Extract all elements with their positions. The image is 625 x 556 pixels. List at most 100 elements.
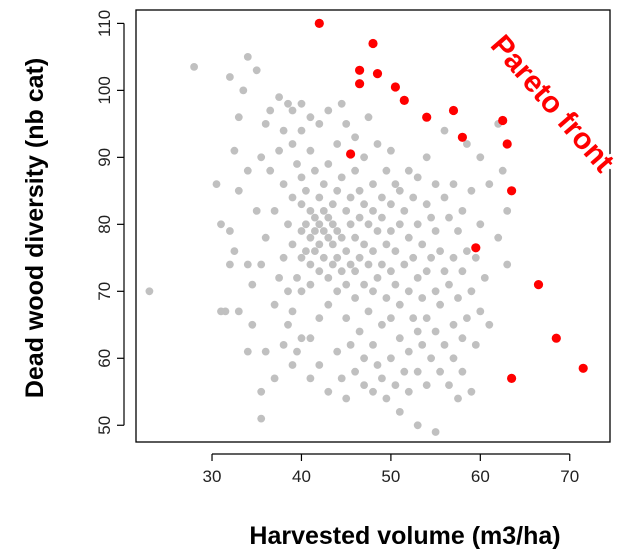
y-tick-label: 50 [95,416,114,435]
dominated-point [427,253,435,262]
dominated-point [400,260,409,269]
dominated-point [212,180,221,189]
dominated-point [284,320,292,329]
dominated-point [324,160,333,168]
dominated-point [467,287,476,296]
pareto-point [457,132,467,142]
pareto-point [533,280,544,290]
dominated-point [288,240,297,249]
dominated-point [333,253,342,262]
pareto-point [507,373,517,383]
dominated-point [395,300,404,309]
dominated-point [387,314,395,322]
dominated-point [413,327,422,336]
dominated-point [346,220,355,229]
dominated-point [409,253,418,262]
dominated-point [284,287,292,296]
dominated-point [217,220,225,229]
dominated-point [315,193,324,202]
pareto-point [422,112,432,122]
dominated-point [279,253,288,262]
dominated-point [378,193,386,202]
dominated-point [288,361,297,369]
dominated-point [279,341,288,349]
dominated-point [257,153,266,162]
dominated-point [476,153,485,162]
dominated-point [346,260,355,269]
dominated-point [226,260,234,269]
dominated-point [226,73,234,81]
dominated-point [306,233,315,242]
dominated-point [485,320,494,329]
y-tick-label: 70 [95,282,114,301]
dominated-point [306,146,315,155]
dominated-point [270,374,279,383]
dominated-point [190,63,199,71]
dominated-point [319,253,328,262]
dominated-point [288,307,297,316]
dominated-point [431,287,440,296]
dominated-point [288,140,297,148]
dominated-point [279,126,288,135]
dominated-point [395,334,404,343]
pareto-point [448,105,459,116]
dominated-point [333,227,342,235]
dominated-point [360,381,368,389]
dominated-point [275,146,283,155]
data-points [145,18,588,436]
dominated-point [306,113,315,122]
dominated-point [360,200,368,209]
dominated-point [239,86,248,95]
dominated-point [378,320,386,329]
dominated-point [395,408,404,416]
dominated-point [369,207,377,215]
dominated-point [297,99,306,108]
dominated-point [328,200,337,209]
dominated-point [463,140,471,148]
dominated-point [243,166,252,175]
pareto-point [372,69,383,79]
pareto-point [399,95,409,105]
dominated-point [315,220,324,229]
dominated-point [404,166,413,175]
dominated-point [360,354,368,363]
dominated-point [297,253,306,262]
dominated-point [319,227,328,235]
pareto-point [314,18,324,28]
dominated-point [409,314,418,322]
dominated-point [422,314,431,322]
dominated-point [373,140,382,148]
dominated-point [319,207,328,215]
dominated-point [458,334,467,343]
x-tick-label: 40 [292,467,311,486]
dominated-point [467,186,476,195]
dominated-point [261,347,270,356]
dominated-point [436,367,444,376]
dominated-point [422,200,431,209]
dominated-point [395,220,404,229]
dominated-point [333,186,342,195]
y-tick-label: 60 [95,349,114,368]
dominated-point [391,180,400,189]
dominated-point [422,267,431,276]
dominated-point [373,274,382,282]
dominated-point [284,220,292,229]
dominated-point [306,280,315,289]
dominated-point [427,213,435,222]
dominated-point [413,421,422,430]
dominated-point [360,280,368,289]
dominated-point [436,247,444,256]
dominated-point [351,267,359,276]
dominated-point [369,180,377,189]
dominated-point [422,153,431,162]
dominated-point [351,294,359,302]
dominated-point [342,314,351,322]
dominated-point [387,200,395,209]
dominated-point [279,180,288,189]
dominated-point [270,300,279,309]
dominated-point [311,213,319,222]
dominated-point [324,106,333,115]
dominated-point [498,166,507,175]
dominated-point [297,200,306,209]
dominated-point [324,300,333,309]
